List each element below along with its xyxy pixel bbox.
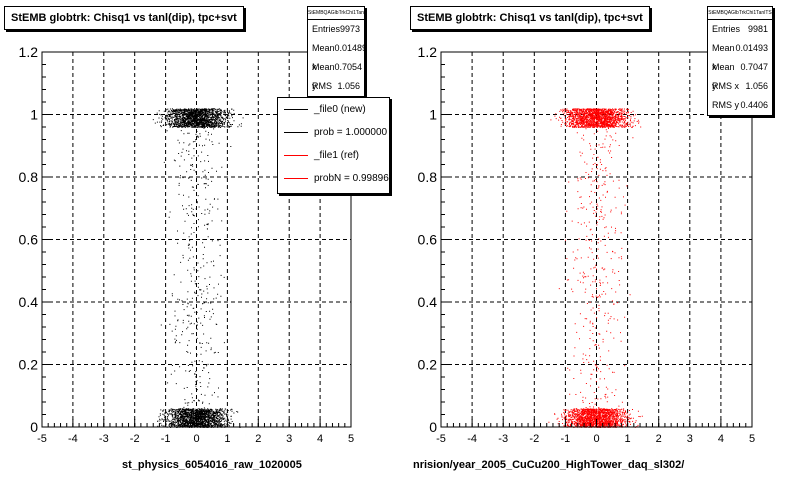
right-stats-mean-x: Mean x 0.01493 (712, 43, 768, 72)
left-y-tick-label: 1 (30, 107, 38, 123)
legend-line-file0 (284, 109, 308, 110)
left-x-tick-label: 0 (193, 433, 199, 445)
left-x-tick-label: -4 (68, 433, 78, 445)
left-file-caption: st_physics_6054016_raw_1020005 (122, 459, 302, 471)
left-y-tick-label: 0.2 (19, 357, 39, 373)
left-y-tick-label: 0.8 (19, 169, 39, 185)
left-y-tick-label: 0 (30, 419, 38, 435)
left-data-points (152, 108, 244, 429)
legend-entry-file1: _file1 (ref) (278, 144, 389, 167)
legend-entry-prob: prob = 1.000000 (278, 121, 389, 144)
left-stats-entries: Entries 9973 (312, 24, 361, 34)
right-stats-entries: Entries 9981 (712, 24, 768, 34)
right-stats-box: StEMBQAGlbTrkChi1TanlTS Entries 9981 Mean… (707, 6, 773, 116)
right-stats-mean-y: Mean y 0.7047 (712, 62, 768, 91)
left-point-cloud (152, 108, 244, 429)
left-stats-mean-y: Mean y 0.7054 (312, 62, 363, 91)
left-x-tick-label: -1 (161, 433, 171, 445)
left-x-tick-label: -5 (37, 433, 47, 445)
left-x-tick-label: 3 (286, 433, 292, 445)
left-y-tick-label: 1.2 (19, 44, 39, 60)
left-x-tick-label: -2 (130, 433, 140, 445)
legend-line-prob (284, 132, 308, 133)
left-x-tick-label: 2 (255, 433, 261, 445)
legend-entry-file0: _file0 (new) (278, 98, 389, 121)
right-file-caption: nrision/year_2005_CuCu200_HighTower_daq_… (413, 459, 685, 471)
legend: _file0 (new) prob = 1.000000 _file1 (ref… (277, 97, 390, 194)
legend-entry-probn: probN = 0.998966 (278, 167, 389, 190)
left-x-tick-label: 5 (348, 433, 354, 445)
left-x-tick-label: 1 (224, 433, 230, 445)
left-stats-rms-x: RMS x1.056 (312, 81, 360, 110)
left-y-tick-label: 0.6 (19, 232, 39, 248)
right-stats-rms-x: RMS x 1.056 (712, 81, 768, 91)
left-stats-mean-x: Mean x 0.01489 (312, 43, 368, 72)
left-y-tick-label: 0.4 (19, 294, 39, 310)
right-stats-name: StEMBQAGlbTrkChi1TanlTS (708, 7, 772, 20)
legend-line-probn (284, 178, 308, 179)
legend-line-file1 (284, 155, 308, 156)
left-stats-name: StEMBQAGlbTrkChi1TanlTS (308, 7, 364, 20)
left-x-tick-label: 4 (317, 433, 323, 445)
left-chart-title: StEMB globtrk: Chisq1 vs tanl(dip), tpc+… (4, 6, 244, 30)
right-chart-title: StEMB globtrk: Chisq1 vs tanl(dip), tpc+… (410, 6, 650, 30)
left-x-tick-label: -3 (99, 433, 109, 445)
right-stats-rms-y: RMS y 0.4406 (712, 100, 768, 110)
left-axes: -5 -4 -3 -2 -1 0 1 2 3 4 5 0 0.2 0.4 0.6 0.8 1 1.2 (19, 44, 355, 445)
